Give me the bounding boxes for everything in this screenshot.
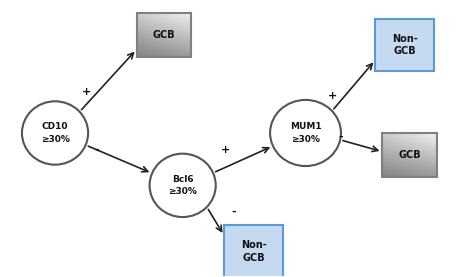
Text: GCB: GCB — [153, 30, 175, 40]
FancyBboxPatch shape — [224, 225, 283, 277]
Text: -: - — [231, 207, 236, 217]
FancyBboxPatch shape — [375, 19, 434, 71]
Bar — [383, 133, 437, 177]
FancyArrowPatch shape — [343, 141, 378, 152]
Text: +: + — [82, 87, 91, 97]
Ellipse shape — [150, 154, 216, 217]
Ellipse shape — [22, 101, 88, 165]
Text: Non-
GCB: Non- GCB — [241, 240, 266, 263]
Text: -: - — [94, 145, 99, 155]
Ellipse shape — [270, 100, 341, 166]
Text: +: + — [221, 145, 230, 155]
Text: +: + — [328, 91, 337, 101]
Text: -: - — [338, 132, 343, 142]
Text: GCB: GCB — [398, 150, 421, 160]
FancyArrowPatch shape — [216, 148, 269, 172]
FancyArrowPatch shape — [88, 146, 148, 172]
Text: CD10
≥30%: CD10 ≥30% — [41, 122, 70, 144]
Text: Bcl6
≥30%: Bcl6 ≥30% — [168, 175, 197, 196]
FancyArrowPatch shape — [82, 53, 134, 110]
FancyArrowPatch shape — [334, 64, 372, 109]
FancyArrowPatch shape — [208, 209, 222, 231]
Text: MUM1
≥30%: MUM1 ≥30% — [290, 122, 321, 144]
Bar — [137, 13, 191, 57]
Text: Non-
GCB: Non- GCB — [392, 34, 418, 56]
